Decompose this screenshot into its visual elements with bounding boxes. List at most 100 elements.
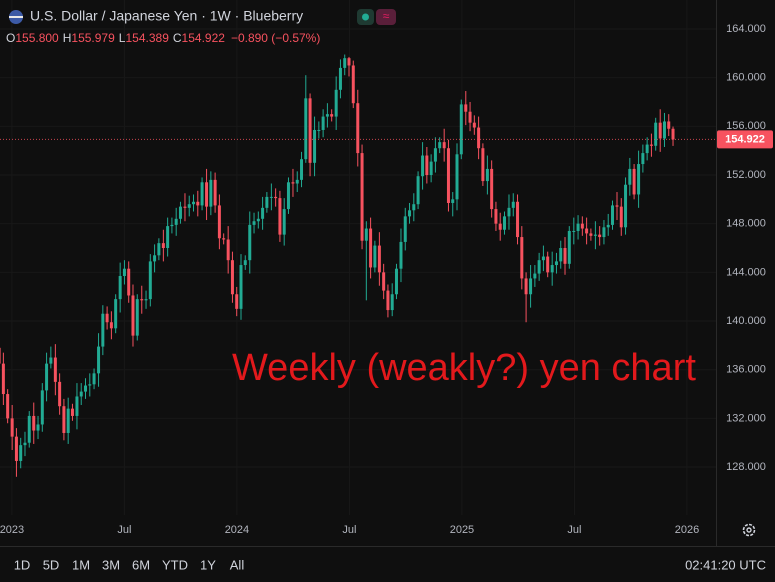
candle-body (40, 390, 44, 425)
candle-body (131, 295, 135, 336)
candle-body (416, 176, 420, 205)
candle-body (19, 445, 23, 461)
candle-body (390, 294, 394, 311)
candle-body (606, 224, 610, 228)
candle-body (10, 418, 14, 437)
candle-body (1, 363, 5, 395)
candle-body (127, 268, 131, 296)
range-button[interactable]: All (230, 557, 245, 572)
candle-body (446, 148, 450, 203)
candle-body (360, 153, 364, 241)
candle-body (347, 58, 351, 66)
candle-body (477, 127, 481, 149)
candle-body (338, 67, 342, 90)
candle-body (75, 396, 79, 416)
candle-body (274, 196, 278, 199)
candle-body (205, 182, 209, 207)
candle-body (105, 313, 109, 323)
candle-body (598, 234, 602, 238)
x-tick-label: 2026 (675, 524, 699, 536)
candle-body (187, 204, 191, 208)
candle-body (451, 199, 455, 203)
candle-body (209, 179, 213, 207)
settings-button[interactable] (742, 523, 756, 537)
candle-body (559, 248, 563, 262)
candle-body (157, 243, 161, 256)
candle-body (330, 114, 334, 117)
candle-body (524, 278, 528, 295)
candle-body (135, 299, 139, 336)
y-tick-label: 136.000 (726, 364, 766, 376)
candle-body (192, 201, 196, 205)
candle-body (662, 121, 666, 139)
candle-body (429, 161, 433, 175)
candle-body (412, 204, 416, 211)
candle-body (304, 98, 308, 160)
candle-body (36, 424, 40, 431)
candle-body (97, 346, 101, 374)
candle-body (243, 260, 247, 266)
candle-body (498, 223, 502, 230)
x-tick-label: Jul (342, 524, 356, 536)
candle-body (645, 144, 649, 154)
x-tick-label: 2023 (0, 524, 24, 536)
candle-body (153, 255, 157, 262)
range-button[interactable]: 3M (102, 557, 120, 572)
candle-body (213, 179, 217, 206)
candle-body (394, 268, 398, 295)
candle-body (235, 294, 239, 309)
candle-body (433, 148, 437, 162)
candle-body (580, 223, 584, 229)
candle-body (27, 415, 31, 443)
candle-body (529, 278, 533, 295)
last-price-tag (717, 130, 773, 149)
ohlc-legend: O155.800 H155.979 L154.389 C154.922 −0.890 (… (6, 31, 320, 45)
candle-body (88, 384, 92, 386)
range-button[interactable]: 1M (72, 557, 90, 572)
candle-body (6, 394, 10, 419)
candle-body (468, 111, 472, 123)
candle-body (300, 159, 304, 180)
candle-body (572, 230, 576, 232)
x-tick-label: 2024 (225, 524, 249, 536)
ohlc-key: H (63, 31, 72, 45)
candle-body (53, 357, 57, 382)
candle-body (122, 268, 126, 276)
candle-body (161, 243, 165, 249)
candle-body (541, 256, 545, 261)
candle-body (148, 261, 152, 300)
candles (0, 54, 675, 477)
candle-body (313, 129, 317, 163)
candle-body (286, 182, 290, 210)
data-status[interactable] (376, 9, 396, 25)
ohlc-key: O (6, 31, 15, 45)
y-tick-label: 140.000 (726, 315, 766, 327)
candle-body (585, 228, 589, 234)
range-button[interactable]: 1Y (200, 557, 216, 572)
candle-body (252, 221, 256, 225)
candle-body (343, 58, 347, 68)
candle-body (58, 381, 62, 407)
candle-body (308, 98, 312, 163)
range-button[interactable]: 5D (43, 557, 60, 572)
candle-body (619, 206, 623, 228)
candle-body (472, 122, 476, 128)
candle-body (174, 218, 178, 225)
y-tick-label: 144.000 (726, 266, 766, 278)
candle-body (101, 313, 105, 347)
ohlc-key: L (119, 31, 126, 45)
range-button[interactable]: 1D (14, 557, 31, 572)
market-status-dot (362, 13, 369, 21)
candle-body (217, 205, 221, 239)
candle-body (226, 239, 230, 261)
ohlc-value: 154.389 (125, 31, 169, 45)
y-tick-label: 160.000 (726, 72, 766, 84)
candle-body (455, 154, 459, 200)
candle-body (554, 261, 558, 266)
candle-body (92, 373, 96, 385)
candle-body (386, 290, 390, 311)
candle-body (563, 248, 567, 264)
range-button[interactable]: 6M (132, 557, 150, 572)
range-button[interactable]: YTD (162, 557, 188, 572)
